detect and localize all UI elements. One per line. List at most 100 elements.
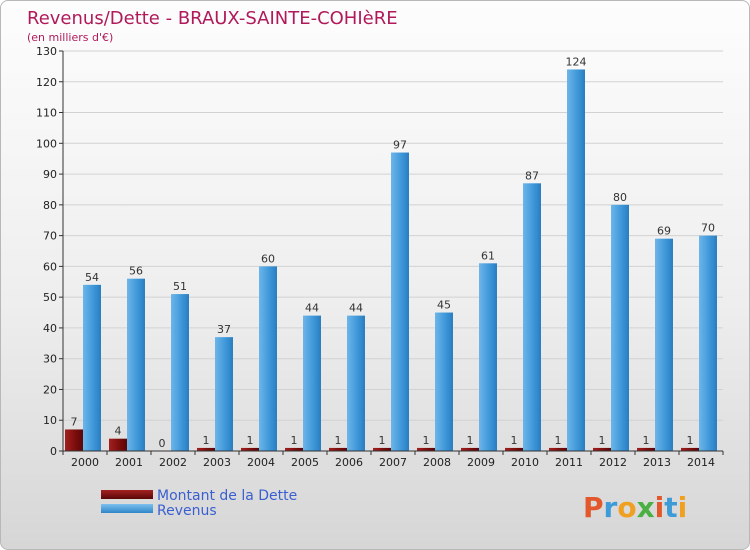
y-tick-label: 120 (36, 76, 57, 89)
data-label-debt-2008: 1 (423, 434, 430, 447)
data-label-revenue-2011: 124 (566, 55, 587, 68)
bar-revenue-2005 (303, 315, 321, 451)
legend-label-revenue: Revenus (157, 503, 217, 519)
bar-debt-2004 (241, 447, 259, 451)
bar-revenue-2014 (699, 235, 717, 451)
data-label-revenue-2004: 60 (261, 252, 275, 265)
logo-letter: P (583, 491, 604, 524)
logo-letter: i (655, 491, 665, 524)
logo-letter: o (617, 491, 636, 524)
bar-debt-2007 (373, 447, 391, 451)
data-label-revenue-2007: 97 (393, 139, 407, 152)
y-tick-label: 110 (36, 107, 57, 120)
bar-debt-2010 (505, 447, 523, 451)
data-label-revenue-2008: 45 (437, 299, 451, 312)
legend-swatch-debt (101, 490, 153, 499)
data-label-debt-2007: 1 (379, 434, 386, 447)
bar-debt-2014 (681, 447, 699, 451)
x-tick-label-2001: 2001 (115, 456, 143, 469)
data-label-revenue-2002: 51 (173, 280, 187, 293)
data-label-revenue-2005: 44 (305, 302, 319, 315)
x-tick-label-2010: 2010 (511, 456, 539, 469)
data-label-revenue-2000: 54 (85, 271, 99, 284)
bar-debt-2003 (197, 447, 215, 451)
y-axis: 0 10 20 30 40 50 60 70 80 90 100 110 120 130 (36, 45, 64, 458)
x-tick-label-2006: 2006 (335, 456, 363, 469)
y-tick-label: 0 (50, 445, 57, 458)
bar-revenue-2010 (523, 183, 541, 452)
x-tick-label-2005: 2005 (291, 456, 319, 469)
bar-revenue-2009 (479, 263, 497, 451)
bar-revenue-2003 (215, 337, 233, 451)
y-tick-label: 90 (43, 168, 57, 181)
x-tick-label-2013: 2013 (643, 456, 671, 469)
logo-letter: i (678, 491, 688, 524)
x-tick-label-2003: 2003 (203, 456, 231, 469)
data-label-revenue-2013: 69 (657, 225, 671, 238)
data-label-debt-2001: 4 (115, 425, 122, 438)
data-label-revenue-2001: 56 (129, 265, 143, 278)
logo-letter: t (664, 491, 677, 524)
data-label-debt-2009: 1 (467, 434, 474, 447)
data-label-debt-2011: 1 (555, 434, 562, 447)
y-tick-label: 60 (43, 260, 57, 273)
data-label-revenue-2006: 44 (349, 302, 363, 315)
y-tick-label: 30 (43, 353, 57, 366)
data-label-revenue-2014: 70 (701, 222, 715, 235)
bar-revenue-2011 (567, 69, 585, 451)
y-tick-label: 100 (36, 137, 57, 150)
x-tick-label-2009: 2009 (467, 456, 495, 469)
y-tick-label: 20 (43, 383, 57, 396)
data-label-debt-2002: 0 (159, 437, 166, 450)
x-tick-label-2008: 2008 (423, 456, 451, 469)
bar-revenue-2006 (347, 315, 365, 451)
x-tick-label-2004: 2004 (247, 456, 275, 469)
logo-text: Proxiti (583, 491, 687, 524)
bars: 7 54 4 56 0 51 1 37 1 60 1 44 1 44 1 97 1 45 1 61 1 87 1 124 1 80… (65, 55, 717, 452)
x-tick-label-2012: 2012 (599, 456, 627, 469)
bar-revenue-2004 (259, 266, 277, 451)
logo-letter: x (637, 491, 655, 524)
x-tick-label-2011: 2011 (555, 456, 583, 469)
data-label-revenue-2012: 80 (613, 191, 627, 204)
data-label-debt-2000: 7 (71, 415, 78, 428)
data-label-debt-2004: 1 (247, 434, 254, 447)
bar-debt-2008 (417, 447, 435, 451)
y-tick-label: 80 (43, 199, 57, 212)
x-axis: 2000 2001 2002 2003 2004 2005 2006 2007 2008 2009… (62, 450, 724, 469)
chart-title: Revenus/Dette - BRAUX-SAINTE-COHIèRE (27, 8, 398, 29)
data-label-debt-2006: 1 (335, 434, 342, 447)
proxiti-logo: Proxiti (583, 491, 687, 524)
y-tick-label: 130 (36, 45, 57, 58)
bar-debt-2005 (285, 447, 303, 451)
x-tick-label-2014: 2014 (687, 456, 715, 469)
logo-letter: r (604, 491, 618, 524)
bar-debt-2013 (637, 447, 655, 451)
data-label-debt-2013: 1 (643, 434, 650, 447)
bar-debt-2011 (549, 447, 567, 451)
y-tick-label: 40 (43, 322, 57, 335)
legend-swatch-revenue (101, 504, 153, 513)
bar-debt-2000 (65, 429, 83, 451)
data-label-revenue-2010: 87 (525, 169, 539, 182)
data-label-debt-2014: 1 (687, 434, 694, 447)
bar-revenue-2002 (171, 294, 189, 451)
data-label-revenue-2009: 61 (481, 249, 495, 262)
legend: Montant de la Dette Revenus (101, 488, 297, 519)
x-tick-label-2000: 2000 (71, 456, 99, 469)
bar-revenue-2012 (611, 204, 629, 451)
bar-debt-2006 (329, 447, 347, 451)
bar-revenue-2007 (391, 152, 409, 452)
data-label-debt-2012: 1 (599, 434, 606, 447)
bar-revenue-2000 (83, 284, 101, 451)
bar-revenue-2013 (655, 238, 673, 451)
bar-revenue-2008 (435, 312, 453, 451)
bar-debt-2012 (593, 447, 611, 451)
legend-label-debt: Montant de la Dette (157, 488, 297, 504)
data-label-revenue-2003: 37 (217, 323, 231, 336)
chart-subtitle: (en milliers d'€) (27, 31, 113, 44)
y-tick-label: 10 (43, 414, 57, 427)
data-label-debt-2005: 1 (291, 434, 298, 447)
